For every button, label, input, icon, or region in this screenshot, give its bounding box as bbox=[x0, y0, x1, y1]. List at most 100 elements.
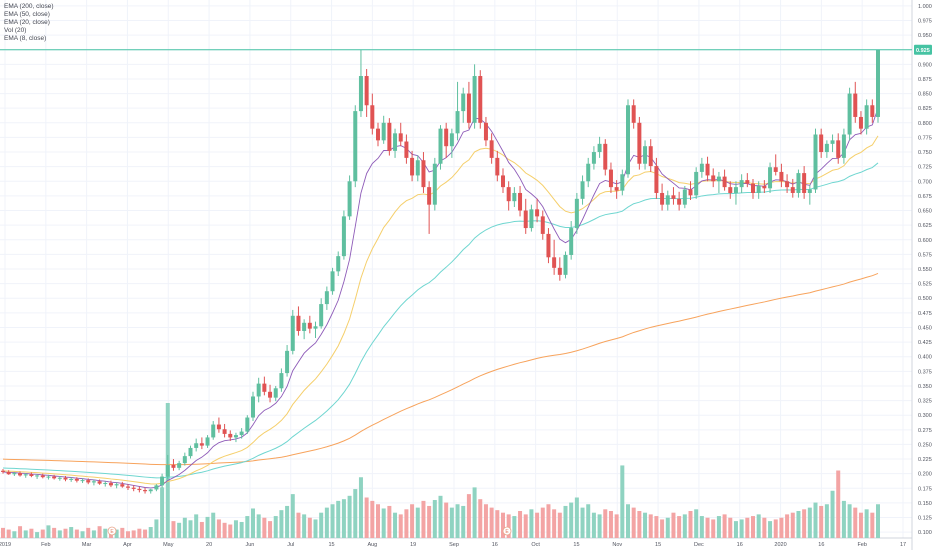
volume-bar bbox=[819, 505, 824, 538]
y-tick-label: 0.800 bbox=[918, 121, 932, 127]
candle-body bbox=[307, 322, 312, 329]
volume-bar bbox=[80, 531, 85, 538]
volume-bar bbox=[648, 514, 653, 538]
volume-bar bbox=[620, 465, 625, 538]
y-tick-label: 0.450 bbox=[918, 325, 932, 331]
volume-bar bbox=[120, 527, 125, 538]
volume-bar bbox=[6, 529, 11, 538]
legend-ema50[interactable]: EMA (50, close) bbox=[4, 11, 50, 18]
volume-bar bbox=[694, 509, 699, 538]
x-tick-label: 2019 bbox=[0, 542, 11, 548]
volume-bar bbox=[319, 512, 324, 538]
x-tick-label: 15 bbox=[328, 542, 334, 548]
volume-bar bbox=[194, 514, 199, 538]
candle-body bbox=[262, 383, 267, 392]
volume-bar bbox=[841, 500, 846, 538]
y-tick-label: 0.675 bbox=[918, 194, 932, 200]
candle-body bbox=[358, 76, 363, 112]
volume-bar bbox=[290, 494, 295, 538]
volume-bar bbox=[347, 495, 352, 538]
candle-body bbox=[404, 141, 409, 158]
volume-bar bbox=[415, 507, 420, 538]
volume-bar bbox=[557, 512, 562, 538]
indicator-legend: EMA (200, close) EMA (50, close) EMA (20… bbox=[4, 3, 54, 43]
candle-body bbox=[69, 478, 74, 480]
volume-bar bbox=[40, 529, 45, 538]
x-tick-label: Nov bbox=[612, 542, 622, 548]
volume-bar bbox=[864, 509, 869, 538]
volume-bar bbox=[489, 507, 494, 538]
candle-body bbox=[762, 185, 767, 189]
candle-body bbox=[97, 481, 102, 484]
volume-bar bbox=[160, 487, 165, 538]
y-tick-label: 0.875 bbox=[918, 77, 932, 83]
legend-ema200[interactable]: EMA (200, close) bbox=[4, 3, 54, 10]
candle-body bbox=[614, 187, 619, 191]
candle-body bbox=[245, 417, 250, 432]
volume-bar bbox=[574, 497, 579, 538]
volume-bar bbox=[688, 511, 693, 538]
legend-volume[interactable]: Vol (20) bbox=[4, 27, 27, 34]
volume-bar bbox=[358, 477, 363, 538]
candle-body bbox=[620, 174, 625, 191]
volume-bar bbox=[830, 490, 835, 538]
x-tick-label: 15 bbox=[655, 542, 661, 548]
candle-body bbox=[597, 143, 602, 153]
volume-bar bbox=[461, 505, 466, 538]
volume-bar bbox=[733, 521, 738, 538]
candle-body bbox=[29, 474, 34, 477]
volume-bar bbox=[728, 517, 733, 538]
x-tick-label: Aug bbox=[367, 542, 377, 548]
volume-bar bbox=[148, 527, 153, 538]
volume-bar bbox=[296, 512, 301, 538]
candle-body bbox=[387, 122, 392, 151]
candle-body bbox=[336, 256, 341, 272]
candle-body bbox=[711, 175, 716, 182]
x-tick-label: Dec bbox=[694, 542, 704, 548]
volume-bar bbox=[387, 505, 392, 538]
candle-body bbox=[376, 128, 380, 141]
candle-body bbox=[603, 143, 608, 170]
volume-bar bbox=[393, 512, 398, 538]
earnings-marker-label: E bbox=[110, 529, 114, 535]
candle-body bbox=[364, 76, 369, 106]
legend-ema8[interactable]: EMA (8, close) bbox=[4, 35, 47, 42]
volume-bar bbox=[279, 510, 284, 538]
y-tick-label: 0.775 bbox=[918, 135, 932, 141]
y-tick-label: 0.475 bbox=[918, 311, 932, 317]
volume-bar bbox=[177, 522, 182, 538]
volume-bar bbox=[876, 504, 880, 538]
volume-bar bbox=[711, 519, 716, 538]
volume-bar bbox=[353, 489, 358, 538]
volume-bar bbox=[677, 516, 682, 538]
volume-bar bbox=[523, 514, 528, 538]
candle-body bbox=[330, 271, 335, 292]
candle-body bbox=[699, 163, 704, 172]
volume-bar bbox=[756, 514, 761, 538]
volume-bar bbox=[143, 529, 148, 538]
volume-bar bbox=[262, 517, 267, 538]
y-tick-label: 0.725 bbox=[918, 165, 932, 171]
candle-body bbox=[819, 134, 824, 153]
candle-body bbox=[256, 383, 261, 397]
volume-bar bbox=[785, 514, 790, 538]
candle-body bbox=[154, 485, 159, 490]
volume-bar bbox=[836, 470, 841, 538]
ema200-line bbox=[2, 272, 879, 466]
candle-body bbox=[251, 396, 255, 418]
candle-body bbox=[347, 181, 352, 217]
volume-bar bbox=[410, 504, 415, 538]
volume-bar bbox=[847, 504, 852, 538]
candle-body bbox=[688, 189, 693, 196]
candle-body bbox=[489, 140, 494, 158]
last-price-value: 0.925 bbox=[916, 48, 930, 54]
y-tick-label: 0.525 bbox=[918, 282, 932, 288]
candle-body bbox=[188, 447, 193, 457]
volume-bar bbox=[421, 500, 426, 538]
candle-body bbox=[807, 189, 812, 193]
legend-ema20[interactable]: EMA (20, close) bbox=[4, 19, 50, 26]
volume-bar bbox=[46, 525, 51, 538]
candle-body bbox=[802, 173, 807, 193]
earnings-marker bbox=[107, 526, 117, 536]
